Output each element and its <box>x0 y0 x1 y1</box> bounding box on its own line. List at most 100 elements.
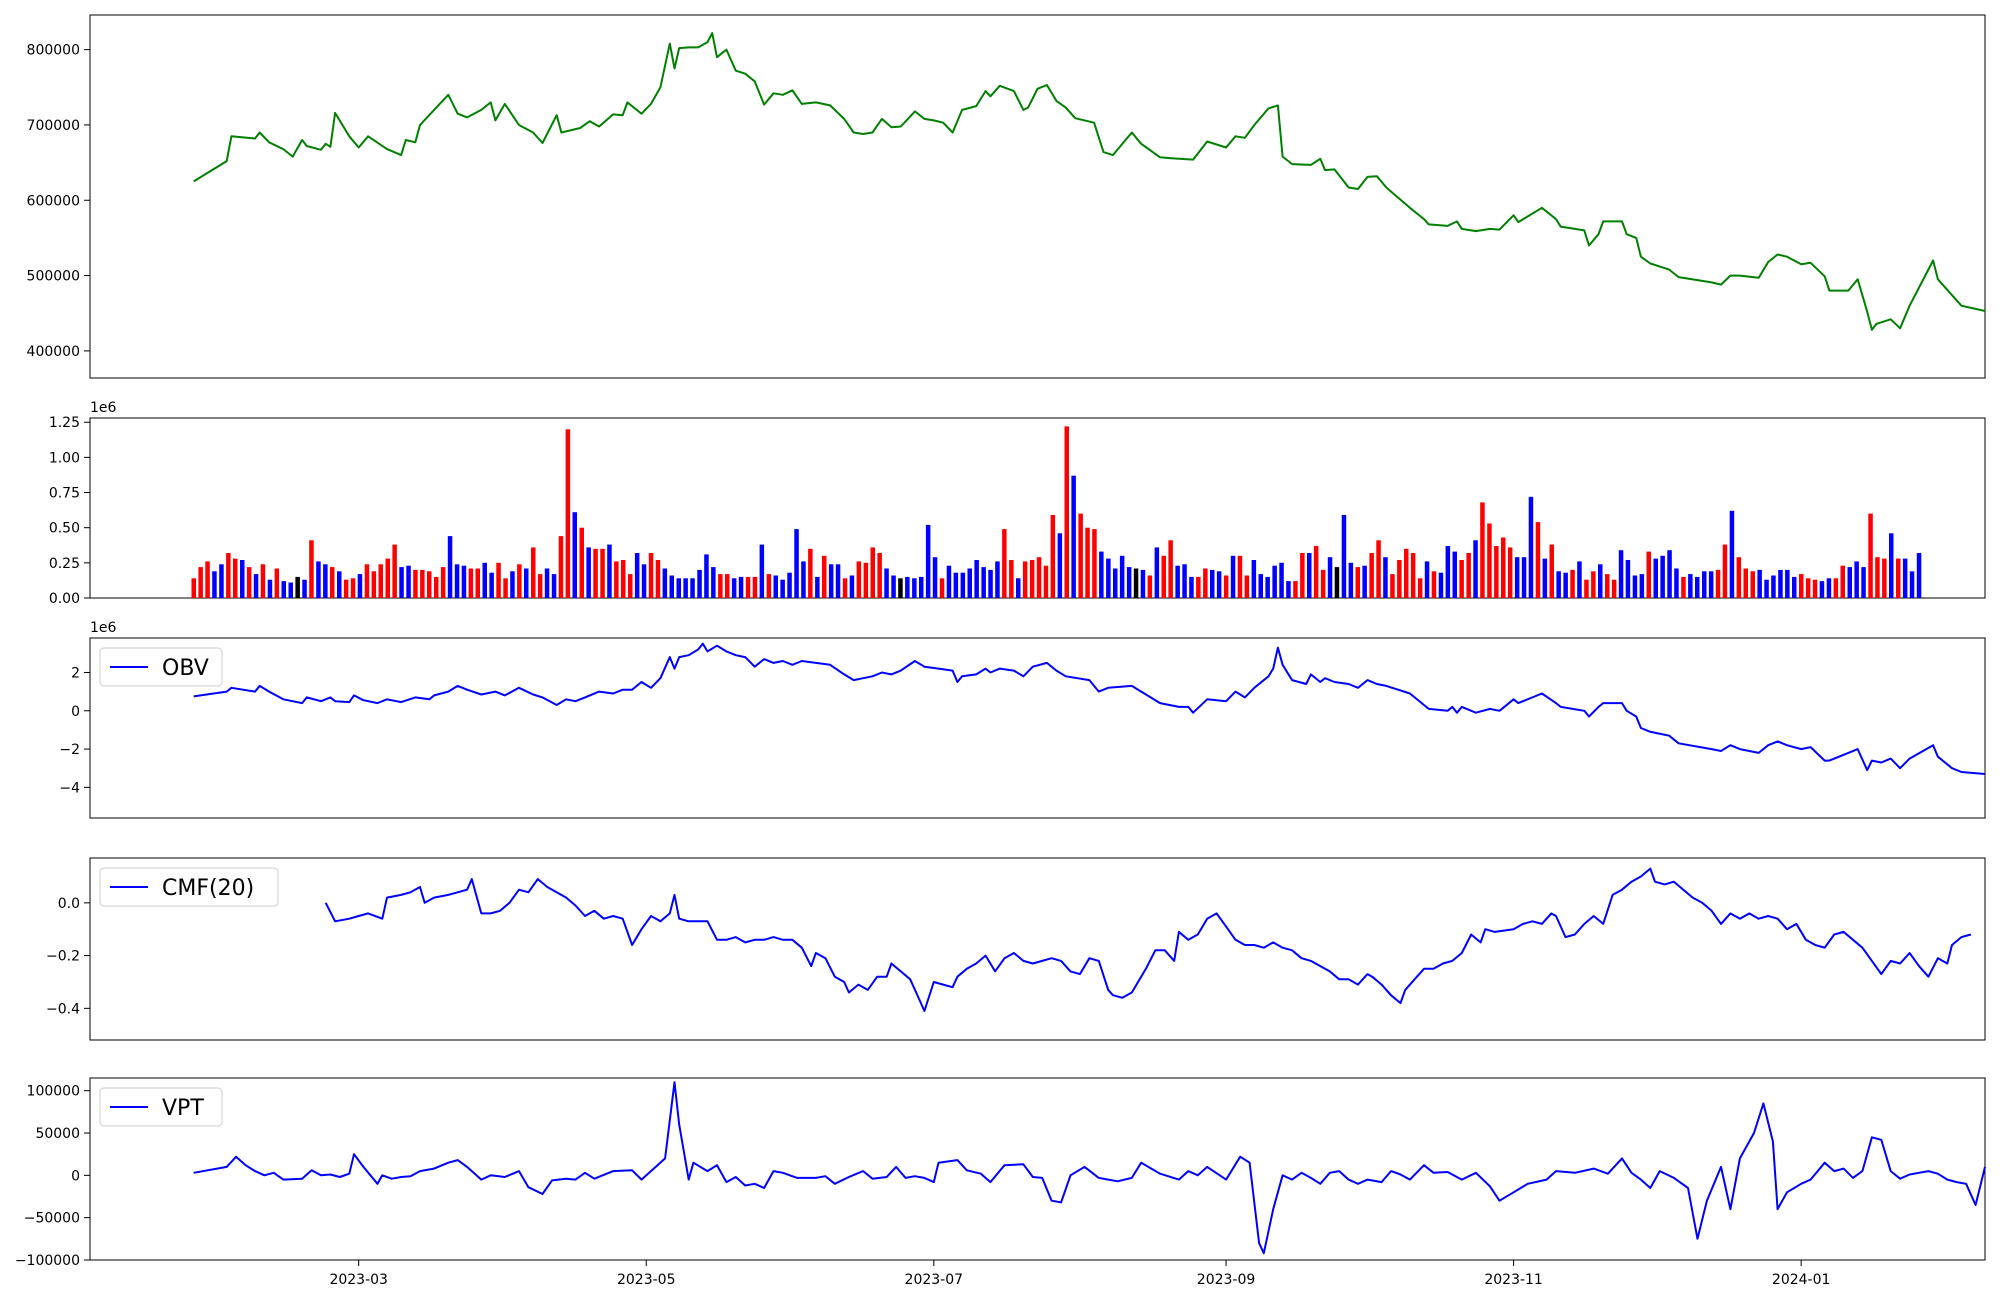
volume-bar <box>212 571 217 598</box>
volume-bar <box>787 572 792 598</box>
volume-bar <box>427 571 432 598</box>
volume-bar <box>1916 553 1922 598</box>
volume-bar <box>648 553 654 598</box>
volume-bar <box>974 560 979 598</box>
volume-bar <box>1840 565 1845 598</box>
volume-bar <box>392 544 397 598</box>
volume-bar <box>1570 569 1575 598</box>
volume-bar <box>794 529 799 598</box>
volume-bar <box>1764 579 1769 598</box>
volume-bar <box>731 578 737 598</box>
volume-bar <box>1487 523 1492 598</box>
volume-bar <box>1410 553 1416 598</box>
cmf-ytick-label: 0.0 <box>58 896 80 912</box>
volume-bar <box>1036 557 1042 598</box>
volume-bar <box>1196 576 1201 598</box>
volume-bar <box>1598 564 1603 599</box>
volume-bar <box>1078 513 1083 598</box>
volume-ytick-label: 1.00 <box>49 450 80 466</box>
volume-bar <box>1369 553 1374 598</box>
volume-bar <box>1376 540 1381 598</box>
volume-bar <box>1113 568 1118 598</box>
cmf-ytick-label: −0.2 <box>46 949 80 965</box>
volume-bar <box>801 561 806 598</box>
volume-bar <box>697 569 702 598</box>
volume-bar <box>226 553 231 598</box>
obv-ytick-label: −4 <box>59 780 80 796</box>
volume-bar <box>503 578 508 598</box>
volume-bar <box>447 536 453 598</box>
volume-bar <box>1674 568 1679 598</box>
volume-bar <box>253 574 259 598</box>
volume-bar <box>1625 560 1631 598</box>
volume-bar <box>1355 567 1360 598</box>
volume-bar <box>960 572 966 598</box>
volume-bar <box>302 579 307 598</box>
obv-legend-box <box>99 647 223 687</box>
volume-bar <box>1313 546 1319 598</box>
vpt-legend-label: VPT <box>162 1096 204 1121</box>
volume-bar <box>676 578 681 598</box>
cmf-series-line <box>324 867 1972 1012</box>
xtick-label: 2023-05 <box>617 1272 676 1288</box>
volume-bar <box>1909 571 1915 598</box>
volume-bar <box>1799 574 1804 598</box>
volume-bar <box>1203 568 1208 598</box>
price-axes-frame <box>89 14 1986 379</box>
volume-bar <box>1875 557 1880 598</box>
volume-bar <box>1327 557 1333 598</box>
volume-bar <box>191 578 196 598</box>
volume-bar <box>1251 560 1257 598</box>
volume-bar <box>822 555 827 598</box>
volume-bar <box>808 548 813 598</box>
volume-bar <box>1542 558 1548 598</box>
volume-bar <box>406 565 411 598</box>
volume-bar <box>752 576 758 598</box>
volume-bar <box>468 568 474 598</box>
volume-bar <box>863 562 869 598</box>
volume-bar <box>1833 578 1839 598</box>
volume-bar <box>1722 544 1728 598</box>
volume-bar <box>1757 569 1762 598</box>
volume-bar <box>219 564 224 599</box>
xtick-label: 2024-01 <box>1772 1272 1831 1288</box>
volume-bar <box>371 571 377 598</box>
volume-bar <box>1826 578 1832 598</box>
volume-bar <box>773 575 778 598</box>
volume-bar <box>1667 550 1672 598</box>
volume-bar <box>1466 553 1471 598</box>
volume-bar <box>558 536 564 598</box>
volume-bar <box>815 576 820 598</box>
volume-bar <box>1805 578 1811 598</box>
price-ytick-label: 500000 <box>27 269 80 285</box>
volume-bar <box>1279 562 1284 598</box>
volume-bar <box>946 565 952 598</box>
volume-bar <box>607 544 612 598</box>
vpt-ytick-label: 0 <box>71 1168 80 1184</box>
volume-bar <box>357 574 363 598</box>
volume-bar <box>1106 558 1111 598</box>
volume-bar <box>1494 546 1499 598</box>
price-ytick-label: 400000 <box>27 344 80 360</box>
volume-bar <box>440 567 446 598</box>
volume-bar <box>1189 576 1194 598</box>
cmf-axes-frame <box>89 857 1986 1041</box>
volume-bar <box>1611 579 1617 598</box>
volume-bar <box>1514 557 1520 598</box>
volume-offset-label: 1e6 <box>90 400 117 416</box>
volume-bar <box>932 557 938 598</box>
obv-legend-label: OBV <box>162 656 209 681</box>
volume-bar <box>579 527 584 598</box>
volume-bar <box>1632 575 1638 598</box>
volume-bar <box>1535 522 1541 598</box>
volume-bar <box>1424 561 1430 598</box>
volume-bar <box>586 547 591 598</box>
volume-bar <box>544 568 550 598</box>
xtick-label: 2023-09 <box>1197 1272 1256 1288</box>
volume-bar <box>1549 544 1554 598</box>
volume-bar <box>1397 560 1402 598</box>
volume-bar <box>1168 540 1173 598</box>
volume-bar <box>621 560 626 598</box>
volume-bar <box>565 429 571 599</box>
volume-bar <box>240 560 245 598</box>
